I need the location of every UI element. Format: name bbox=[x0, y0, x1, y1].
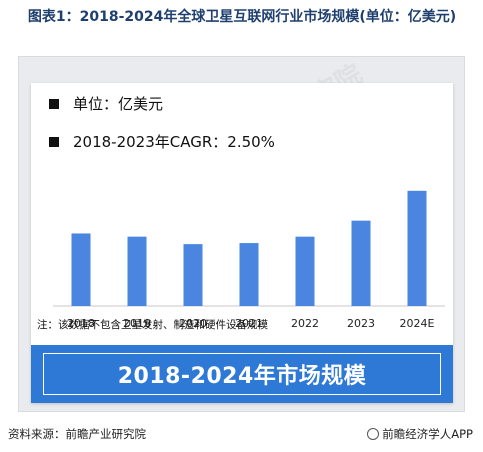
banner-title: 2018-2024年市场规模 bbox=[43, 353, 441, 395]
x-tick-label: 2020 bbox=[179, 317, 207, 330]
brand-link[interactable]: 前瞻经济学人APP bbox=[367, 426, 473, 442]
x-tick-label: 2021 bbox=[235, 317, 263, 330]
bar-2022 bbox=[295, 236, 315, 306]
legend-unit: 单位：亿美元 bbox=[49, 93, 163, 114]
brand-text: 前瞻经济学人APP bbox=[382, 427, 473, 441]
legend-cagr: 2018-2023年CAGR：2.50% bbox=[49, 131, 275, 152]
bar-2018 bbox=[71, 233, 91, 306]
chart-panel: 前瞻产业研究院 单位：亿美元 2018-2023年CAGR：2.50% 2018… bbox=[18, 56, 465, 412]
bar-2021 bbox=[239, 243, 259, 306]
bar-chart: 2018 2019 2020 2021 2022 2023 2024E bbox=[53, 190, 445, 330]
bar-2024E bbox=[407, 190, 427, 306]
x-tick-label: 2019 bbox=[123, 317, 151, 330]
x-tick-label: 2018 bbox=[67, 317, 95, 330]
legend-square-icon bbox=[49, 98, 59, 109]
legend-unit-text: 单位：亿美元 bbox=[73, 95, 164, 113]
x-tick-label: 2022 bbox=[291, 317, 319, 330]
x-tick-label: 2023 bbox=[347, 317, 375, 330]
bar-2020 bbox=[183, 244, 203, 306]
brand-logo-icon bbox=[367, 427, 380, 440]
chart-note: 注：该数据不包含卫星发射、制造和硬件设备规模 bbox=[37, 319, 268, 331]
source-text: 资料来源：前瞻产业研究院 bbox=[8, 427, 146, 441]
legend-cagr-text: 2018-2023年CAGR：2.50% bbox=[73, 133, 275, 151]
banner: 2018-2024年市场规模 bbox=[31, 345, 453, 403]
chart-title: 图表1：2018-2024年全球卫星互联网行业市场规模(单位：亿美元) bbox=[27, 9, 457, 25]
bar-2019 bbox=[127, 236, 147, 306]
chart-card: 单位：亿美元 2018-2023年CAGR：2.50% 2018 2019 2020… bbox=[31, 83, 453, 403]
legend-square-icon bbox=[49, 136, 59, 147]
x-tick-label: 2024E bbox=[400, 317, 435, 330]
bar-2023 bbox=[351, 220, 371, 306]
